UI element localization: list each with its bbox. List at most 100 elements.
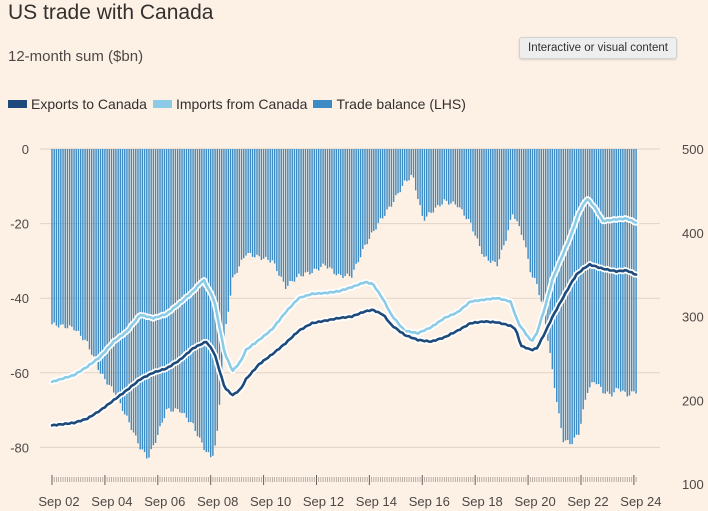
- balance-bar: [304, 149, 307, 273]
- balance-bar: [470, 149, 472, 223]
- balance-bar: [291, 149, 293, 282]
- balance-bar: [146, 149, 148, 459]
- balance-bar: [64, 149, 66, 329]
- balance-bar: [190, 149, 192, 422]
- balance-bar: [465, 149, 468, 220]
- balance-bar: [483, 149, 485, 257]
- balance-bar: [397, 149, 399, 194]
- y-right-tick-label: 400: [682, 226, 704, 241]
- y-left-tick-label: 0: [22, 142, 29, 157]
- balance-bar: [368, 149, 371, 239]
- legend-label-exports: Exports to Canada: [31, 96, 147, 112]
- balance-bar: [148, 149, 150, 458]
- balance-bar: [104, 149, 106, 380]
- balance-bar: [326, 149, 329, 269]
- balance-bar: [340, 149, 342, 276]
- balance-bar: [560, 149, 562, 429]
- balance-bar: [198, 149, 201, 438]
- balance-bar: [106, 149, 108, 385]
- balance-bar: [267, 149, 269, 260]
- balance-bar: [130, 149, 133, 430]
- balance-bar: [265, 149, 267, 257]
- balance-bar: [110, 149, 113, 387]
- balance-bar: [77, 149, 80, 331]
- balance-bar: [176, 149, 179, 410]
- balance-bar: [448, 149, 450, 205]
- balance-bar: [249, 149, 252, 253]
- balance-bar: [254, 149, 256, 258]
- balance-bar: [51, 149, 53, 325]
- legend-item-imports[interactable]: Imports from Canada: [152, 96, 307, 112]
- balance-bar: [256, 149, 258, 255]
- balance-bar: [284, 149, 287, 289]
- balance-bar: [203, 149, 205, 451]
- balance-bar: [201, 149, 203, 443]
- x-tick-label: Sep 04: [91, 494, 132, 509]
- balance-bar: [384, 149, 386, 216]
- balance-bar: [467, 149, 470, 219]
- balance-bar: [463, 149, 465, 216]
- legend-item-exports[interactable]: Exports to Canada: [8, 96, 147, 112]
- balance-bar: [428, 149, 430, 213]
- balance-bar: [101, 149, 104, 374]
- balance-bar: [143, 149, 146, 453]
- balance-bar: [335, 149, 338, 276]
- balance-bar: [137, 149, 139, 444]
- balance-bar: [240, 149, 243, 260]
- balance-bar: [262, 149, 265, 259]
- balance-bar: [141, 149, 144, 450]
- balance-bar: [478, 149, 481, 247]
- balance-bar: [529, 149, 531, 273]
- balance-bar: [377, 149, 379, 223]
- balance-bar: [320, 149, 322, 267]
- balance-bar: [551, 149, 554, 370]
- balance-bar: [586, 149, 589, 393]
- balance-bar: [243, 149, 245, 259]
- balance-bar: [165, 149, 168, 410]
- balance-bar: [90, 149, 93, 355]
- balance-bar: [187, 149, 190, 423]
- x-tick-label: Sep 22: [567, 494, 608, 509]
- legend-swatch-exports: [8, 100, 27, 108]
- balance-bar: [273, 149, 276, 264]
- balance-bar: [258, 149, 260, 257]
- balance-bar: [73, 149, 75, 331]
- x-tick-label: Sep 12: [303, 494, 344, 509]
- balance-bar: [584, 149, 587, 400]
- balance-bar: [68, 149, 71, 326]
- balance-bar: [542, 149, 545, 310]
- balance-bar: [289, 149, 291, 281]
- legend-item-balance[interactable]: Trade balance (LHS): [313, 96, 466, 112]
- balance-bar: [399, 149, 401, 193]
- chart-legend: Exports to Canada Imports from Canada Tr…: [8, 96, 472, 112]
- balance-bar: [395, 149, 397, 196]
- balance-bar: [84, 149, 86, 340]
- interactive-content-tag[interactable]: Interactive or visual content: [519, 37, 677, 59]
- balance-bar: [170, 149, 172, 412]
- balance-bar: [425, 149, 428, 217]
- balance-bar: [152, 149, 155, 446]
- balance-bar: [437, 149, 439, 205]
- balance-bar: [53, 149, 55, 323]
- balance-bar: [269, 149, 271, 263]
- balance-bar: [302, 149, 304, 277]
- balance-bar: [280, 149, 282, 277]
- balance-bar: [57, 149, 60, 328]
- balance-bar: [489, 149, 492, 263]
- balance-bar: [518, 149, 520, 227]
- balance-bar: [313, 149, 315, 269]
- y-right-tick-label: 500: [682, 142, 704, 157]
- balance-bar: [247, 149, 249, 254]
- balance-bar: [121, 149, 124, 411]
- balance-bar: [71, 149, 73, 327]
- balance-bar: [86, 149, 88, 342]
- balance-bar: [99, 149, 102, 374]
- balance-bar: [410, 149, 412, 175]
- balance-bar: [139, 149, 141, 450]
- balance-bar: [300, 149, 302, 277]
- balance-bar: [333, 149, 335, 274]
- balance-bar: [388, 149, 390, 207]
- balance-bar: [503, 149, 505, 246]
- balance-bar: [331, 149, 333, 269]
- balance-bar: [423, 149, 426, 221]
